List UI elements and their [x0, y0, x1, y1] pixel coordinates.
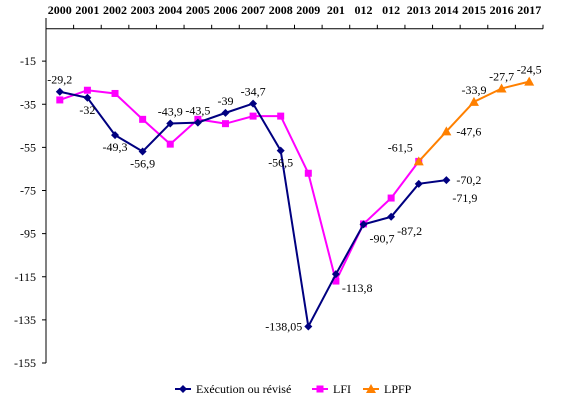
legend-item-lpfp: LPFP [363, 382, 412, 396]
series-layer [55, 76, 535, 331]
x-tick-label: 2006 [213, 3, 237, 17]
data-label: -113,8 [342, 281, 373, 295]
data-label: -71,9 [452, 191, 477, 205]
data-labels-layer: -29,2 -32 -49,3-56,9 -43,9 -43,5 -39 -34,7 -56,… [47, 63, 541, 334]
data-label: -43,5 [185, 104, 210, 118]
point-execution [414, 179, 423, 188]
series-execution [55, 87, 451, 331]
data-label: -47,6 [456, 124, 481, 138]
x-tick-label: 012 [382, 3, 400, 17]
data-label: -56,5 [268, 156, 293, 170]
point-execution [249, 99, 258, 108]
x-tick-label: 012 [355, 3, 373, 17]
series-line-lfi [59, 89, 420, 284]
point-lpfp [468, 96, 479, 106]
legend-item-execution: Exécution ou révisé [175, 382, 291, 396]
point-execution [111, 131, 120, 140]
x-tick-label: 2013 [407, 3, 431, 17]
x-tick-label: 2001 [75, 3, 99, 17]
data-label: -29,2 [47, 73, 72, 87]
legend-marker-execution [179, 385, 187, 393]
y-tick-label: -15 [20, 54, 36, 68]
point-execution [166, 119, 175, 128]
y-tick-label: -95 [20, 227, 36, 241]
x-tick-label: 201 [327, 3, 345, 17]
legend: Exécution ou révisé LFI LPFP [175, 382, 412, 396]
point-execution [138, 147, 147, 156]
y-tick-label: -55 [20, 140, 36, 154]
x-tick-label: 2008 [269, 3, 293, 17]
y-tick-label: -155 [14, 356, 36, 370]
x-tick-label: 2015 [462, 3, 486, 17]
point-lpfp [441, 126, 452, 136]
point-execution [442, 176, 451, 185]
data-label: -70,2 [456, 173, 481, 187]
point-execution [83, 93, 92, 102]
data-label: -138,05 [265, 319, 302, 333]
x-tick-label: 2003 [131, 3, 155, 17]
legend-marker-lfi [316, 385, 324, 393]
point-lfi [387, 194, 395, 202]
y-tick-label: -75 [20, 184, 36, 198]
point-execution [276, 146, 285, 155]
data-label: -39 [217, 94, 233, 108]
point-lfi [304, 169, 312, 177]
point-execution [193, 118, 202, 127]
x-tick-label: 2014 [434, 3, 458, 17]
point-lfi [221, 120, 229, 128]
point-execution [55, 87, 64, 96]
legend-marker-lpfp [366, 384, 376, 393]
point-lfi [83, 86, 91, 94]
point-lfi [139, 115, 147, 123]
x-tick-label: 2016 [490, 3, 514, 17]
data-label: -49,3 [103, 140, 128, 154]
x-tick-label: 2004 [158, 3, 182, 17]
data-label: -33,9 [461, 83, 486, 97]
x-tick-label: 2017 [517, 3, 541, 17]
point-execution [221, 108, 230, 117]
point-lfi [277, 112, 285, 120]
data-label: -27,7 [489, 70, 514, 84]
y-tick-label: -135 [14, 313, 36, 327]
series-line-execution [59, 90, 447, 330]
point-execution [331, 270, 340, 279]
data-label: -43,9 [158, 104, 183, 118]
point-lpfp [413, 156, 424, 166]
legend-label-execution: Exécution ou révisé [196, 382, 291, 396]
x-tick-label: 2009 [296, 3, 320, 17]
point-execution [304, 322, 313, 331]
point-lfi [332, 277, 340, 285]
x-tick-label: 2007 [241, 3, 265, 17]
series-lpfp [413, 76, 535, 166]
data-label: -87,2 [397, 224, 422, 238]
x-tick-label: 2002 [103, 3, 127, 17]
legend-item-lfi: LFI [312, 382, 351, 396]
point-lpfp [524, 76, 535, 86]
data-label: -32 [79, 103, 95, 117]
point-lfi [56, 96, 64, 104]
point-lfi [249, 112, 257, 120]
legend-label-lfi: LFI [333, 382, 351, 396]
x-tick-label: 2000 [48, 3, 72, 17]
y-tick-label: -115 [14, 270, 36, 284]
data-label: -34,7 [241, 85, 266, 99]
x-tick-label: 2005 [186, 3, 210, 17]
data-label: -56,9 [130, 156, 155, 170]
point-execution [359, 220, 368, 229]
data-label: -90,7 [370, 231, 395, 245]
legend-label-lpfp: LPFP [384, 382, 412, 396]
axes: -15 -35 -55 -75 -95 -115 -135 -155 2000 2001 2002 2… [14, 3, 544, 370]
point-execution [387, 212, 396, 221]
series-lfi [56, 86, 423, 285]
data-label: -24,5 [517, 63, 542, 77]
point-lfi [166, 140, 174, 148]
data-label: -61,5 [388, 140, 413, 154]
y-tick-label: -35 [20, 97, 36, 111]
point-lpfp [496, 83, 507, 93]
point-lfi [111, 89, 119, 97]
